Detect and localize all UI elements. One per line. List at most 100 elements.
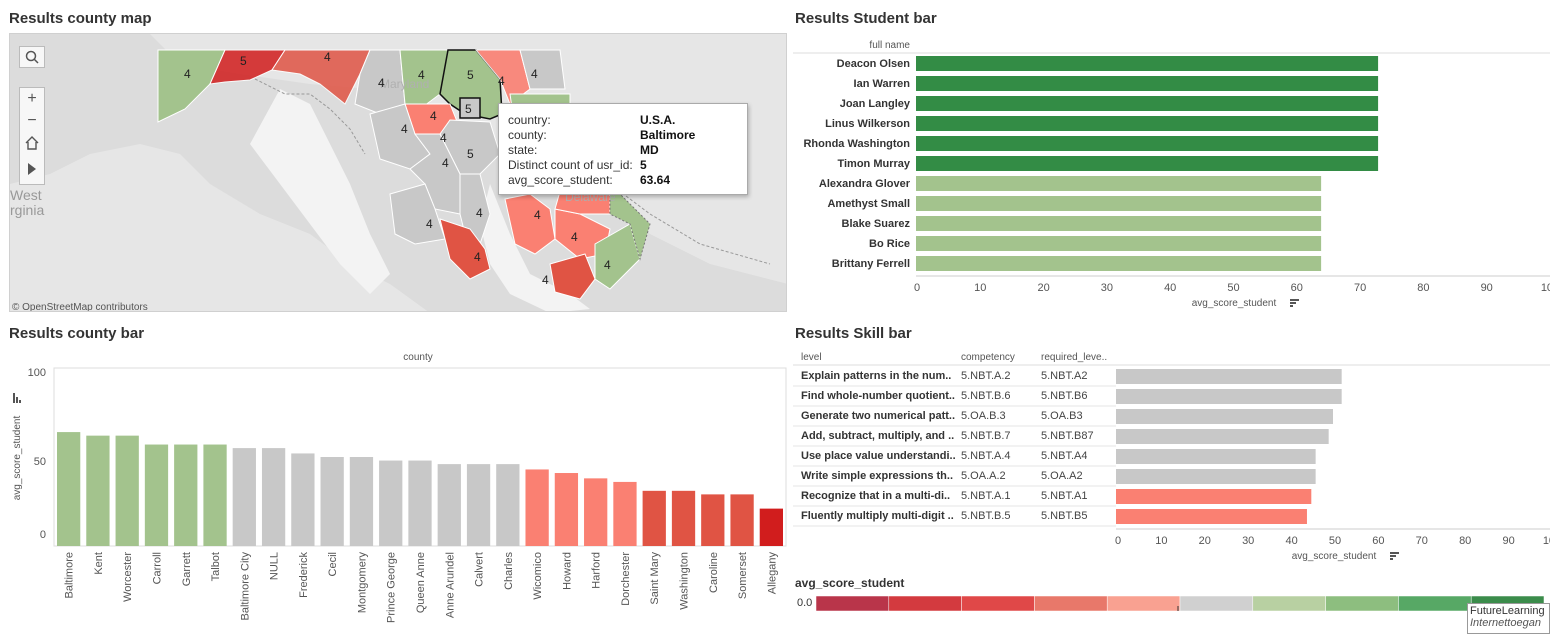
student-bar[interactable] xyxy=(916,56,1379,71)
county-bar[interactable] xyxy=(408,460,432,546)
tooltip-value: U.S.A. xyxy=(640,113,676,127)
skill-bar[interactable] xyxy=(1116,469,1316,484)
county-baltimore-city[interactable] xyxy=(459,97,481,119)
y-tick-label: 50 xyxy=(34,456,46,468)
county-bar[interactable] xyxy=(466,464,491,546)
zoom-out-button[interactable]: − xyxy=(27,112,37,129)
skill-bar[interactable] xyxy=(1116,409,1333,424)
county-bar[interactable] xyxy=(759,508,783,546)
skill-bar[interactable] xyxy=(1116,389,1342,404)
county-worcester[interactable] xyxy=(594,223,641,290)
county-count-label: 4 xyxy=(571,230,578,244)
county-bar[interactable] xyxy=(115,435,139,546)
county-count-label: 5 xyxy=(467,147,474,161)
county-bar[interactable] xyxy=(232,448,256,546)
required-level-label: 5.OA.B3 xyxy=(1041,410,1083,422)
county-name-label: NULL xyxy=(269,552,281,580)
county-bar[interactable] xyxy=(144,444,169,546)
county-bar[interactable] xyxy=(320,457,344,546)
skill-bar-chart[interactable]: 0 10 20 30 40 50 60 70 80 90 100 avg_score_student xyxy=(793,346,1550,566)
skill-bar[interactable] xyxy=(1116,369,1342,384)
x-tick-label: 90 xyxy=(1481,282,1493,294)
county-somerset[interactable] xyxy=(549,253,596,300)
legend-swatch xyxy=(1034,596,1108,611)
county-bar[interactable] xyxy=(291,453,315,546)
skill-bar[interactable] xyxy=(1116,489,1312,504)
county-bar[interactable] xyxy=(730,494,754,546)
x-tick-label: 20 xyxy=(1037,282,1049,294)
county-col-header: county xyxy=(403,352,432,363)
sort-icon[interactable] xyxy=(1390,552,1399,560)
county-bar[interactable] xyxy=(203,444,227,546)
county-bar[interactable] xyxy=(642,490,666,546)
county-bar[interactable] xyxy=(701,494,725,546)
county-bar[interactable] xyxy=(349,457,374,546)
student-bar[interactable] xyxy=(916,116,1379,131)
map-tooltip: country: U.S.A. county: Baltimore state:… xyxy=(498,103,748,195)
county-count-label: 4 xyxy=(440,131,447,145)
zoom-in-button[interactable]: + xyxy=(27,90,37,107)
county-bar[interactable] xyxy=(496,464,520,546)
student-bar-chart[interactable]: full name Deacon Olsen Ian Warren Joan Lang… xyxy=(793,34,1550,310)
tooltip-key: country: xyxy=(508,113,551,127)
legend-swatch xyxy=(1325,596,1399,611)
county-bar[interactable] xyxy=(554,473,579,546)
student-bar[interactable] xyxy=(916,96,1379,111)
x-tick-label: 70 xyxy=(1416,535,1428,547)
competency-label: 5.OA.A.2 xyxy=(961,470,1006,482)
student-name-label: Deacon Olsen xyxy=(837,58,911,70)
map-search-button[interactable] xyxy=(19,46,45,68)
student-bar[interactable] xyxy=(916,176,1322,191)
student-bar[interactable] xyxy=(916,136,1379,151)
county-name-label: Garrett xyxy=(181,552,193,586)
county-bar[interactable] xyxy=(261,448,286,546)
student-panel-title: Results Student bar xyxy=(795,10,937,27)
x-tick-label: 10 xyxy=(1155,535,1167,547)
county-garrett[interactable] xyxy=(157,49,226,123)
county-name-label: Cecil xyxy=(327,552,339,576)
map-canvas[interactable]: West rginia Maryland Delaware 4 5 4 4 4 … xyxy=(10,34,787,312)
county-bar[interactable] xyxy=(613,481,637,546)
county-bar[interactable] xyxy=(174,444,198,546)
play-button[interactable] xyxy=(20,156,44,182)
county-name-label: Wicomico xyxy=(532,552,544,600)
county-name-label: Anne Arundel xyxy=(444,552,456,618)
skill-bar[interactable] xyxy=(1116,449,1316,464)
county-bar[interactable] xyxy=(57,432,81,546)
county-bar[interactable] xyxy=(86,435,110,546)
x-tick-label: 60 xyxy=(1372,535,1384,547)
county-bar[interactable] xyxy=(525,469,549,546)
color-legend[interactable] xyxy=(816,596,1544,611)
x-tick-label: 0 xyxy=(1115,535,1121,547)
competency-label: 5.NBT.B.7 xyxy=(961,430,1011,442)
student-bar[interactable] xyxy=(916,76,1379,91)
county-carroll[interactable] xyxy=(399,49,449,110)
county-wicomico[interactable] xyxy=(609,182,651,261)
student-bar[interactable] xyxy=(916,216,1322,231)
student-col-header: full name xyxy=(869,40,910,51)
y-tick-label: 0 xyxy=(40,529,46,541)
county-bar[interactable] xyxy=(671,490,696,546)
county-saint-mary[interactable] xyxy=(439,218,491,280)
county-bar[interactable] xyxy=(584,478,608,546)
county-bar-chart[interactable]: county 0 50 100 avg_score_student Baltimore Ke… xyxy=(0,344,790,634)
student-bar[interactable] xyxy=(916,256,1322,271)
student-bar[interactable] xyxy=(916,156,1379,171)
skill-bar[interactable] xyxy=(1116,509,1307,524)
student-bar[interactable] xyxy=(916,236,1322,251)
county-cecil[interactable] xyxy=(519,49,566,90)
popup-box[interactable]: FutureLearning Internettoegan xyxy=(1467,603,1550,634)
sort-icon[interactable] xyxy=(1290,299,1299,307)
student-name-label: Alexandra Glover xyxy=(819,178,911,190)
bar-chart-icon[interactable] xyxy=(13,393,21,403)
county-bar[interactable] xyxy=(437,464,461,546)
county-count-label: 4 xyxy=(324,50,331,64)
skill-bar[interactable] xyxy=(1116,429,1329,444)
home-button[interactable] xyxy=(20,132,44,156)
county-count-label: 5 xyxy=(465,102,472,116)
county-name-label: Harford xyxy=(591,552,603,589)
county-bar[interactable] xyxy=(379,460,403,546)
student-bar[interactable] xyxy=(916,196,1322,211)
y-tick-label: 100 xyxy=(28,367,46,379)
student-name-label: Ian Warren xyxy=(854,78,911,90)
